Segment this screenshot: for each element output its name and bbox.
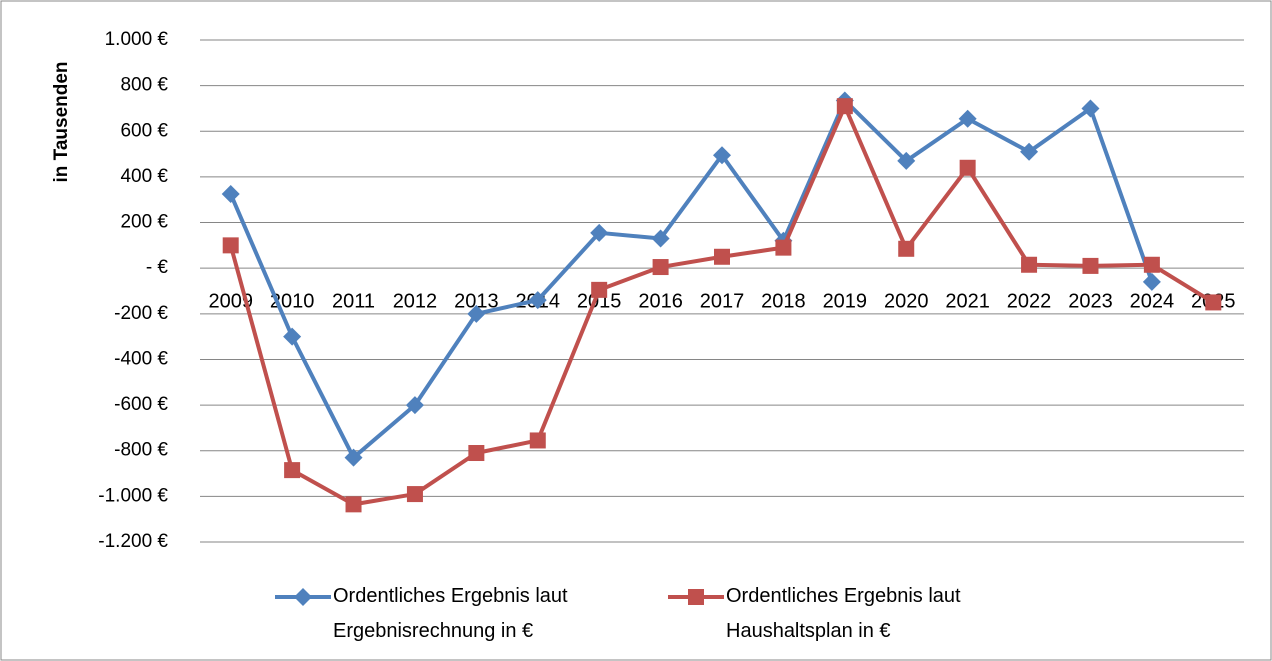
- data-point: [958, 109, 977, 128]
- data-point: [405, 396, 424, 415]
- data-point: [591, 281, 608, 298]
- data-point: [651, 229, 670, 248]
- x-tick-label: 2011: [332, 290, 375, 312]
- data-point: [528, 291, 547, 310]
- x-tick-label: 2023: [1068, 290, 1113, 312]
- data-point: [713, 146, 731, 165]
- data-point: [467, 304, 486, 323]
- y-tick-label: 200 €: [120, 212, 168, 233]
- data-point: [1020, 142, 1039, 161]
- x-tick-label: 2015: [577, 290, 622, 312]
- y-tick-label: 800 €: [120, 75, 168, 96]
- x-tick-label: 2020: [884, 290, 929, 312]
- y-tick-label: -1.200 €: [98, 531, 168, 552]
- data-point: [1143, 256, 1160, 273]
- x-tick-label: 2017: [700, 290, 745, 312]
- y-tick-label: 400 €: [120, 166, 168, 187]
- data-point: [345, 496, 362, 513]
- x-tick-label: 2009: [208, 290, 253, 312]
- y-tick-label: -800 €: [114, 440, 168, 461]
- data-point: [836, 98, 853, 115]
- series-line: [228, 98, 1154, 460]
- data-point: [283, 327, 302, 346]
- y-tick-label: - €: [146, 257, 169, 278]
- data-point: [1081, 99, 1100, 118]
- y-tick-label: 600 €: [120, 120, 168, 141]
- y-tick-label: -400 €: [114, 348, 168, 369]
- y-tick-label: -1.000 €: [98, 485, 168, 506]
- data-point: [652, 259, 669, 276]
- data-point: [1082, 257, 1099, 274]
- data-point: [590, 223, 609, 242]
- data-point: [221, 185, 240, 204]
- x-tick-label: 2022: [1007, 290, 1052, 312]
- data-point: [284, 462, 301, 479]
- data-point: [222, 237, 239, 254]
- data-point: [468, 445, 485, 462]
- data-point: [897, 151, 916, 170]
- data-point: [775, 239, 792, 256]
- data-point: [1142, 272, 1161, 291]
- data-point: [1205, 294, 1222, 311]
- y-tick-label: -200 €: [114, 303, 168, 324]
- data-point: [898, 240, 915, 257]
- legend-label: Ordentliches Ergebnis laut Haushaltsplan…: [726, 585, 961, 642]
- x-tick-label: 2024: [1130, 290, 1175, 312]
- x-tick-label: 2021: [945, 290, 990, 312]
- y-axis-label: in Tausenden: [51, 61, 72, 182]
- x-tick-label: 2018: [761, 290, 806, 312]
- data-point: [406, 486, 423, 503]
- data-point: [344, 448, 363, 467]
- data-point: [714, 248, 730, 265]
- x-tick-label: 2019: [823, 290, 868, 312]
- data-point: [1021, 256, 1038, 273]
- x-tick-label: 2016: [638, 290, 683, 312]
- data-point: [529, 432, 546, 449]
- y-tick-label: 1.000 €: [105, 29, 169, 50]
- legend-marker: [688, 589, 704, 605]
- legend-label: Ordentliches Ergebnis laut Ergebnisrechn…: [333, 585, 568, 642]
- y-tick-label: -600 €: [114, 394, 168, 415]
- x-tick-label: 2013: [454, 290, 499, 312]
- x-tick-label: 2012: [393, 290, 438, 312]
- legend-marker: [294, 588, 312, 606]
- data-point: [959, 159, 976, 176]
